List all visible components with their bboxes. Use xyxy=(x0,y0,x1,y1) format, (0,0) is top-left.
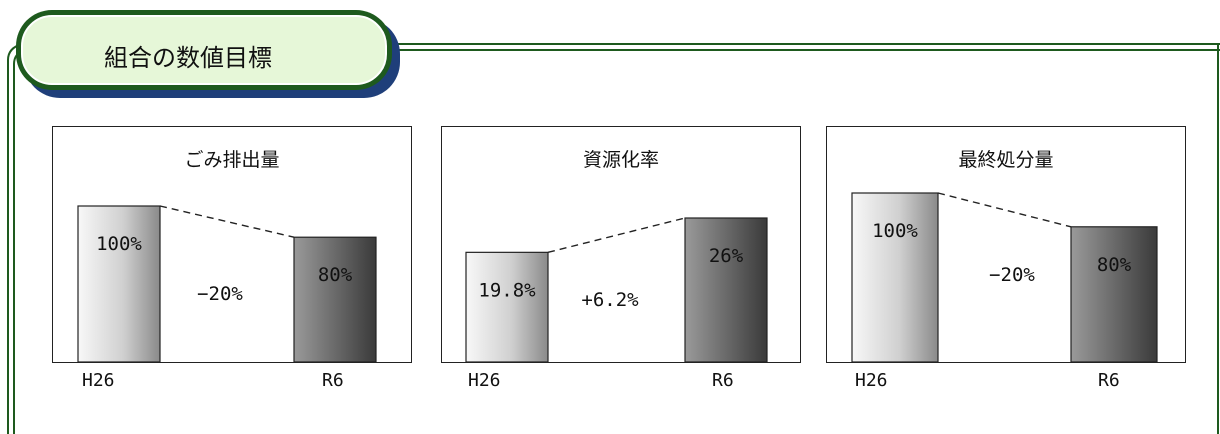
x-tick-label: R6 xyxy=(1098,370,1120,391)
bar-H26 xyxy=(851,192,939,363)
bar-value-label: 26% xyxy=(709,245,744,267)
bar-value-label: 100% xyxy=(96,233,142,255)
change-label: +6.2% xyxy=(581,289,639,311)
change-label: −20% xyxy=(989,264,1035,286)
change-label: −20% xyxy=(197,283,243,305)
bar-H26 xyxy=(465,251,549,363)
trend-connector xyxy=(937,192,1072,228)
trend-connector xyxy=(159,205,295,238)
title-banner-inner xyxy=(21,15,387,85)
bar-value-label: 80% xyxy=(1097,254,1132,276)
trend-connector xyxy=(547,217,686,254)
x-tick-label: H26 xyxy=(82,370,115,391)
bar-R6 xyxy=(1070,226,1158,363)
bar-value-label: 100% xyxy=(872,220,918,242)
chart-title: 資源化率 xyxy=(582,149,659,171)
page-title: 組合の数値目標 xyxy=(104,44,272,72)
chart-title: ごみ排出量 xyxy=(184,149,280,171)
x-tick-label: H26 xyxy=(855,370,888,391)
bar-value-label: 80% xyxy=(318,264,353,286)
bar-value-label: 19.8% xyxy=(478,279,536,301)
bar-R6 xyxy=(684,217,768,363)
x-tick-label: H26 xyxy=(468,370,501,391)
bar-R6 xyxy=(293,236,377,363)
chart-title: 最終処分量 xyxy=(958,149,1054,171)
bar-H26 xyxy=(77,205,161,363)
x-tick-label: R6 xyxy=(712,370,734,391)
x-tick-label: R6 xyxy=(322,370,344,391)
